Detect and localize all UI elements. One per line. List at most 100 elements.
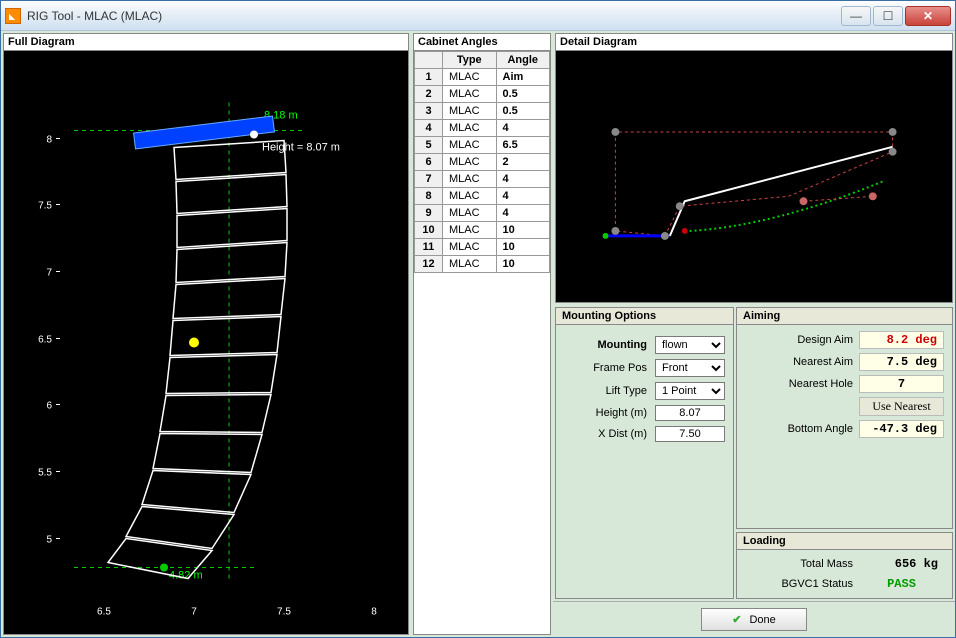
cell-angle[interactable]: 0.5 [496, 103, 550, 120]
val-bottom-angle: -47.3 deg [859, 420, 944, 438]
done-button[interactable]: ✔ Done [701, 608, 807, 631]
select-mounting[interactable]: flown [655, 336, 725, 354]
lbl-bgvc1: BGVC1 Status [745, 578, 853, 590]
val-nearest-hole: 7 [859, 375, 944, 393]
table-row[interactable]: 11 MLAC 10 [415, 239, 550, 256]
input-height[interactable] [655, 405, 725, 421]
lbl-mounting: Mounting [564, 339, 655, 351]
cabinet-table-wrap[interactable]: Type Angle 1 MLAC Aim2 MLAC 0.53 MLAC 0.… [414, 51, 550, 634]
svg-text:6.5: 6.5 [97, 607, 111, 618]
cell-angle[interactable]: 0.5 [496, 86, 550, 103]
cell-angle[interactable]: 4 [496, 188, 550, 205]
table-row[interactable]: 3 MLAC 0.5 [415, 103, 550, 120]
app-icon [5, 8, 21, 24]
titlebar[interactable]: RIG Tool - MLAC (MLAC) — ☐ ✕ [1, 1, 955, 31]
rownum: 12 [415, 256, 443, 273]
lbl-nearest-aim: Nearest Aim [745, 356, 853, 368]
full-diagram-panel: Full Diagram 8 7.5 7 6.5 6 5.5 5 [3, 33, 409, 635]
cabinet-angles-title: Cabinet Angles [414, 34, 550, 51]
cell-angle[interactable]: 6.5 [496, 137, 550, 154]
select-framepos[interactable]: Front [655, 359, 725, 377]
cell-angle[interactable]: 4 [496, 120, 550, 137]
cell-type[interactable]: MLAC [443, 69, 497, 86]
svg-text:6.5: 6.5 [38, 335, 52, 346]
hang-point [250, 131, 258, 139]
svg-text:7.5: 7.5 [38, 201, 52, 212]
aiming-body: Design Aim 8.2 deg Nearest Aim 7.5 deg N… [737, 325, 952, 444]
table-row[interactable]: 5 MLAC 6.5 [415, 137, 550, 154]
close-button[interactable]: ✕ [905, 6, 951, 26]
mounting-panel: Mounting Options Mounting flown Frame Po… [555, 307, 734, 599]
loading-body: Total Mass 656 kg BGVC1 Status PASS [737, 550, 952, 598]
x-axis: 6.5 7 7.5 8 [97, 607, 377, 618]
cell-angle[interactable]: 10 [496, 222, 550, 239]
svg-text:7: 7 [191, 607, 197, 618]
rownum: 6 [415, 154, 443, 171]
detail-diagram-canvas[interactable] [556, 51, 952, 302]
th-angle: Angle [496, 52, 550, 69]
y-axis: 8 7.5 7 6.5 6 5.5 5 [38, 135, 60, 546]
cell-type[interactable]: MLAC [443, 103, 497, 120]
aiming-panel: Aiming Design Aim 8.2 deg Nearest Aim 7.… [736, 307, 953, 529]
height-label: Height = 8.07 m [262, 142, 340, 154]
svg-text:6: 6 [46, 401, 52, 412]
table-row[interactable]: 12 MLAC 10 [415, 256, 550, 273]
full-diagram-canvas[interactable]: 8 7.5 7 6.5 6 5.5 5 [4, 51, 408, 634]
rownum: 5 [415, 137, 443, 154]
rownum: 10 [415, 222, 443, 239]
svg-text:5.5: 5.5 [38, 468, 52, 479]
input-xdist[interactable] [655, 426, 725, 442]
table-row[interactable]: 7 MLAC 4 [415, 171, 550, 188]
rownum: 9 [415, 205, 443, 222]
cell-type[interactable]: MLAC [443, 239, 497, 256]
cell-angle[interactable]: 4 [496, 205, 550, 222]
detail-svg [556, 51, 952, 302]
cell-angle[interactable]: 4 [496, 171, 550, 188]
cell-type[interactable]: MLAC [443, 256, 497, 273]
done-label: Done [749, 614, 775, 626]
window-buttons: — ☐ ✕ [841, 6, 951, 26]
cabinet-angles-panel: Cabinet Angles Type Angle 1 MLAC Aim2 ML… [413, 33, 551, 635]
cell-type[interactable]: MLAC [443, 205, 497, 222]
table-row[interactable]: 1 MLAC Aim [415, 69, 550, 86]
rownum: 4 [415, 120, 443, 137]
maximize-button[interactable]: ☐ [873, 6, 903, 26]
cabinet-table[interactable]: Type Angle 1 MLAC Aim2 MLAC 0.53 MLAC 0.… [414, 51, 550, 273]
full-diagram-title: Full Diagram [4, 34, 408, 51]
cell-type[interactable]: MLAC [443, 171, 497, 188]
svg-text:7.5: 7.5 [277, 607, 291, 618]
cg-dot [189, 338, 199, 348]
rownum: 11 [415, 239, 443, 256]
btn-use-nearest[interactable]: Use Nearest [859, 397, 944, 416]
cell-angle[interactable]: Aim [496, 69, 550, 86]
table-row[interactable]: 4 MLAC 4 [415, 120, 550, 137]
lbl-lifttype: Lift Type [564, 385, 655, 397]
table-row[interactable]: 8 MLAC 4 [415, 188, 550, 205]
table-row[interactable]: 10 MLAC 10 [415, 222, 550, 239]
table-row[interactable]: 9 MLAC 4 [415, 205, 550, 222]
rownum: 7 [415, 171, 443, 188]
app-window: RIG Tool - MLAC (MLAC) — ☐ ✕ Full Diagra… [0, 0, 956, 638]
cell-angle[interactable]: 10 [496, 256, 550, 273]
cell-type[interactable]: MLAC [443, 86, 497, 103]
cell-type[interactable]: MLAC [443, 137, 497, 154]
table-row[interactable]: 6 MLAC 2 [415, 154, 550, 171]
table-row[interactable]: 2 MLAC 0.5 [415, 86, 550, 103]
cell-type[interactable]: MLAC [443, 154, 497, 171]
val-nearest-aim: 7.5 deg [859, 353, 944, 371]
detail-diagram-title: Detail Diagram [556, 34, 952, 51]
lbl-xdist: X Dist (m) [564, 428, 655, 440]
select-lifttype[interactable]: 1 Point [655, 382, 725, 400]
minimize-button[interactable]: — [841, 6, 871, 26]
aiming-title: Aiming [737, 308, 952, 325]
cell-type[interactable]: MLAC [443, 188, 497, 205]
cabinet-array [108, 141, 287, 579]
cell-type[interactable]: MLAC [443, 120, 497, 137]
cell-angle[interactable]: 2 [496, 154, 550, 171]
cell-angle[interactable]: 10 [496, 239, 550, 256]
lbl-bottom-angle: Bottom Angle [745, 423, 853, 435]
svg-text:8: 8 [46, 135, 52, 146]
cell-type[interactable]: MLAC [443, 222, 497, 239]
val-bgvc1: PASS [859, 576, 944, 592]
rownum: 2 [415, 86, 443, 103]
